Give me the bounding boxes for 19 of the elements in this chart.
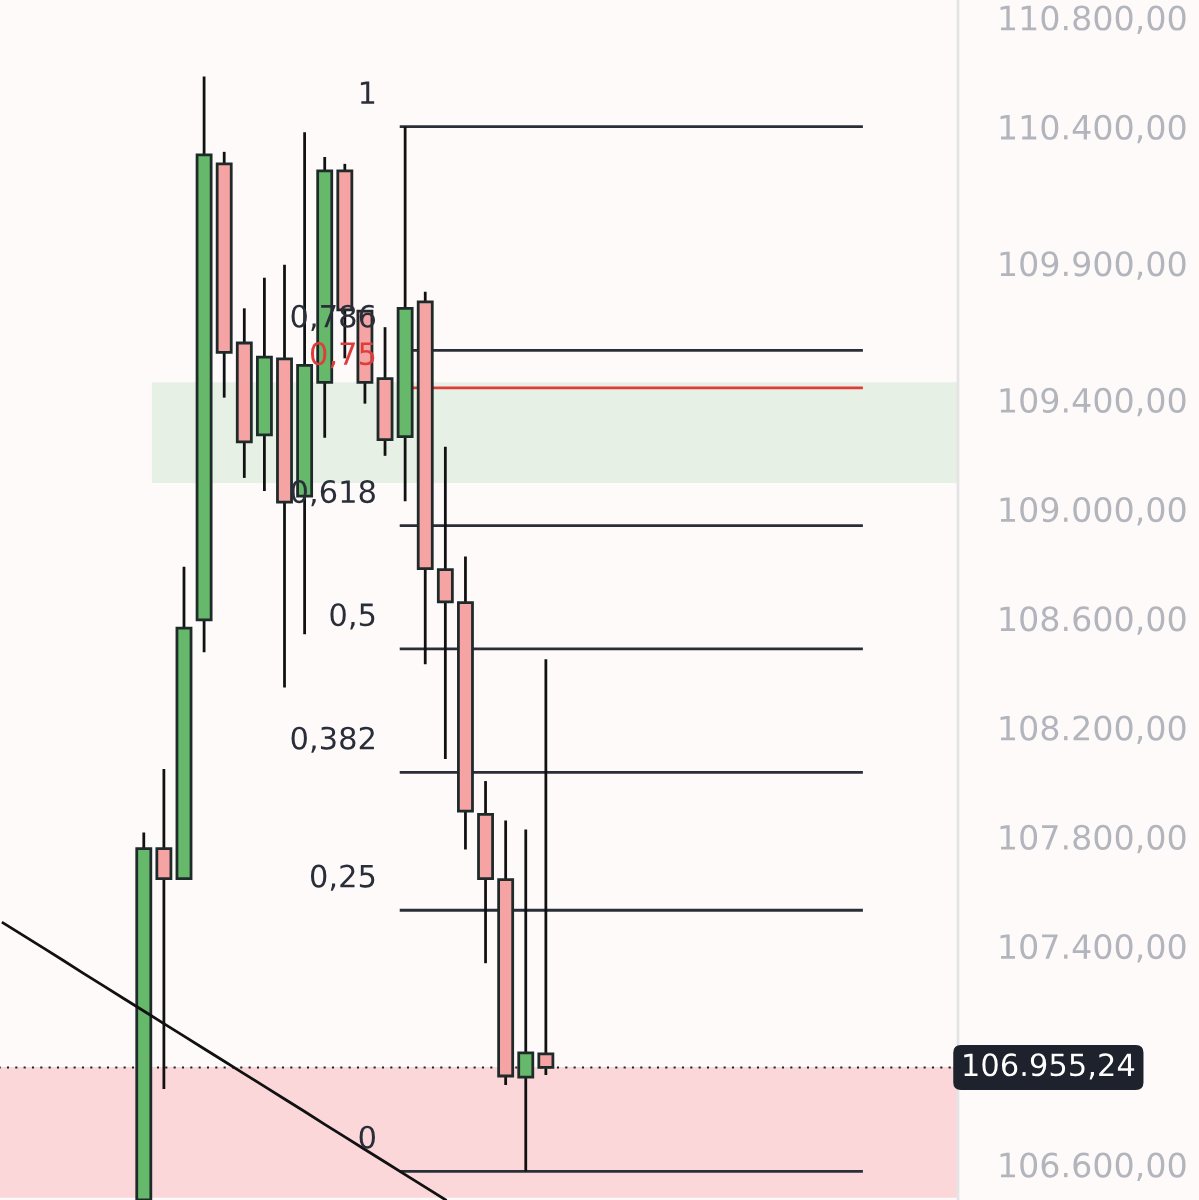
ref-line-label: 106.955,24 <box>964 1053 1135 1080</box>
candlestick <box>436 445 454 761</box>
y-tick-label: 108.200,00 <box>1000 715 1186 745</box>
y-tick-label: 110.800,00 <box>1000 5 1186 35</box>
y-tick-label: 110.400,00 <box>1000 114 1186 144</box>
annotation: 0,5 <box>330 603 375 630</box>
annotation: 0,25 <box>310 864 375 891</box>
y-tick-label: 107.400,00 <box>1000 933 1186 963</box>
y-tick-label: 107.800,00 <box>1000 824 1186 854</box>
annotation: 1 <box>360 81 375 104</box>
y-tick-label: 109.900,00 <box>1000 251 1186 280</box>
annotation: 0,382 <box>291 726 374 753</box>
y-tick-label: 109.000,00 <box>1000 496 1186 526</box>
y-tick-label: 109.400,00 <box>1000 387 1186 417</box>
annotation: 0 <box>359 1125 375 1149</box>
candlestick <box>537 657 555 1077</box>
y-tick-label: 108.600,00 <box>1000 606 1186 635</box>
y-tick-label: 106.600,00 <box>1000 1152 1186 1182</box>
annotation: 0,75 <box>310 342 375 369</box>
